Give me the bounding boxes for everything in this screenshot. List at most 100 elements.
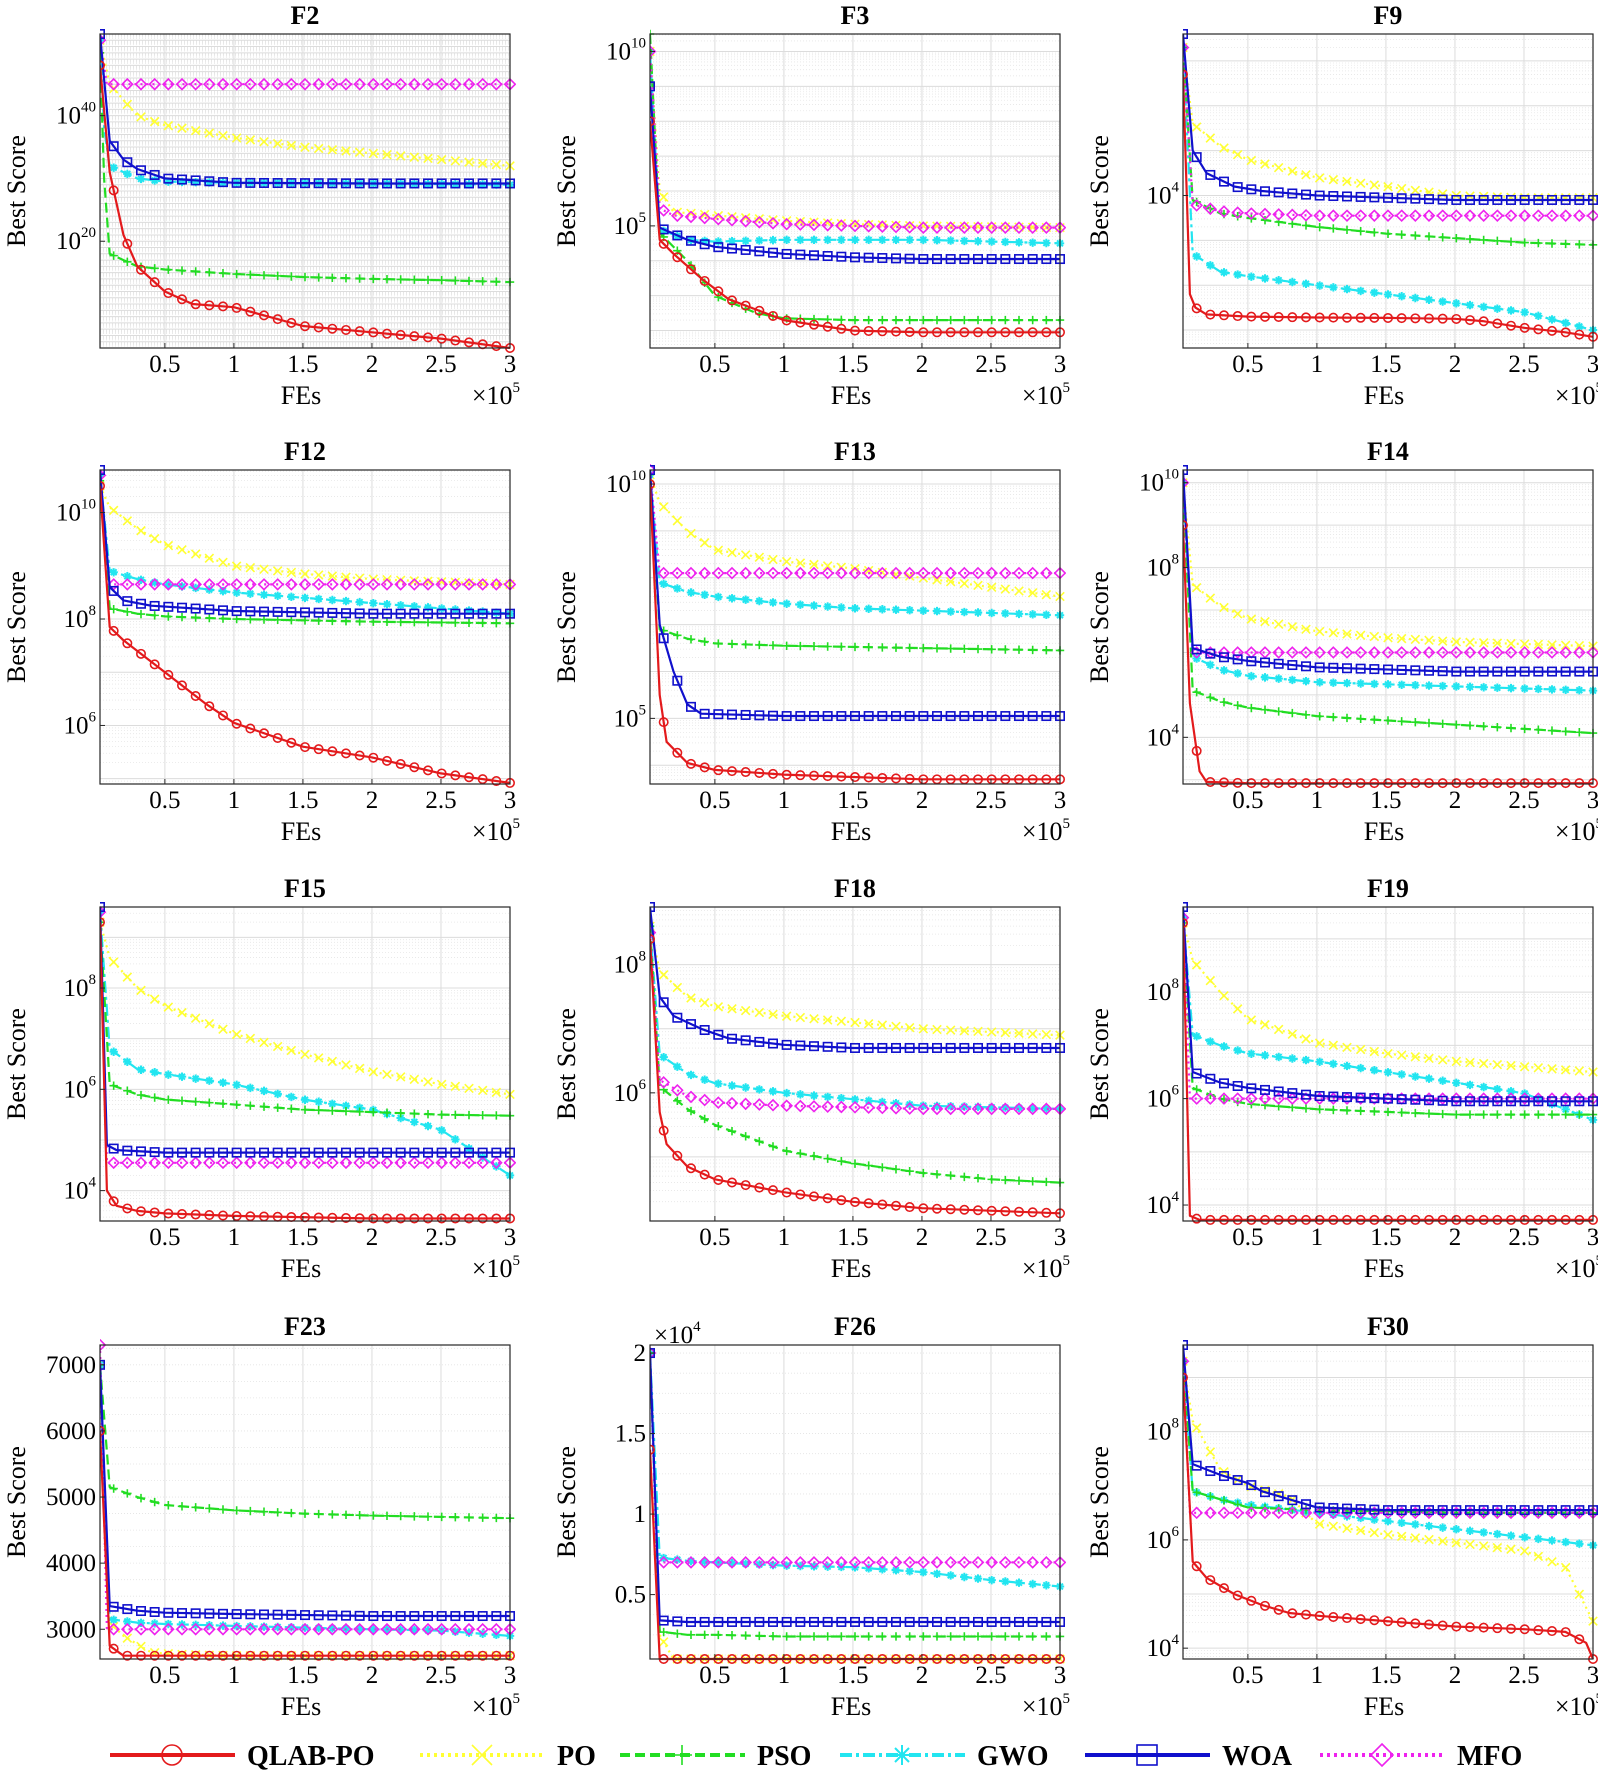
marker-star [218,586,228,596]
marker-star [1288,1054,1297,1063]
marker-diamond [1217,205,1231,218]
marker-plus [287,615,296,625]
marker-star [878,235,887,245]
marker-star [1561,685,1570,695]
marker-star [891,605,901,614]
marker-diamond [339,578,353,591]
marker-diamond [766,1098,780,1112]
marker-star [205,178,214,187]
marker-square [368,608,379,619]
marker-circle [108,625,119,636]
marker-square [395,1611,406,1622]
marker-square [258,606,269,617]
x-axis-label: FEs [831,1254,871,1283]
marker-diamond [1299,208,1313,222]
marker-star [1342,284,1352,294]
marker-square [463,1611,474,1622]
marker-diamond [203,1156,216,1170]
marker-square [272,1609,283,1620]
marker-diamond [134,1156,148,1170]
marker-x [382,1069,392,1080]
y-tick-label: 1 [634,1501,647,1528]
marker-diamond [971,221,985,234]
marker-circle [918,1203,929,1214]
marker-diamond [753,1098,766,1111]
marker-diamond [889,1101,903,1115]
marker-circle [808,319,819,330]
axes-box [1182,906,1594,1222]
marker-star [1506,306,1516,315]
marker-circle [1383,1616,1394,1627]
marker-square [767,1616,778,1627]
marker-diamond [712,1096,725,1109]
marker-star [932,1569,942,1578]
marker-x [1451,1056,1462,1067]
marker-square [122,157,133,168]
marker-plus [1342,225,1352,235]
marker-star [109,163,118,172]
marker-x [1301,1034,1311,1044]
x-multiplier: ×105 [1555,816,1598,846]
marker-square [1260,1084,1271,1095]
marker-circle [1287,1214,1298,1225]
marker-x [245,562,256,573]
marker-square [1314,662,1325,673]
marker-diamond [1450,646,1463,659]
marker-plus [755,1631,764,1641]
marker-diamond [1354,646,1367,659]
marker-x [190,1013,201,1023]
marker-plus [946,644,955,653]
marker-square [1219,1078,1230,1089]
marker-star [1452,682,1461,691]
marker-square [463,608,474,619]
marker-plus [1520,1110,1529,1119]
marker-circle [122,238,133,249]
marker-square [931,1042,942,1053]
marker-diamond [985,1102,998,1116]
marker-star [1356,1063,1365,1073]
marker-x [1260,616,1270,627]
marker-x [1232,149,1243,160]
marker-diamond [698,1556,711,1569]
marker-star [1206,660,1215,670]
marker-star [700,1075,709,1084]
marker-diamond [435,1156,448,1170]
marker-diamond [848,219,862,233]
marker-x [1328,1521,1339,1531]
marker-plus [355,1107,364,1116]
marker-diamond [1190,1092,1203,1105]
marker-star [659,226,668,236]
x-axis-label: FEs [1364,1692,1404,1721]
marker-square [108,1601,119,1612]
markers-mfo [100,905,516,1170]
marker-x [1027,1029,1038,1039]
x-tick-label: 2 [1449,1224,1462,1251]
y-axis-label: Best Score [2,571,31,683]
marker-square [1560,1505,1571,1516]
marker-circle [1465,1214,1476,1225]
marker-star [1397,292,1406,301]
marker-star [1575,686,1584,695]
x-tick-label: 2 [366,1662,379,1689]
marker-x [740,1005,751,1016]
marker-circle [1519,1624,1530,1635]
marker-x [163,1002,174,1012]
marker-circle [959,327,970,338]
marker-circle [368,752,379,763]
panel-title: F30 [1367,1312,1409,1341]
marker-star [973,608,983,617]
marker-circle [672,747,683,758]
marker-x [1437,1055,1448,1065]
marker-square [163,1147,174,1158]
marker-circle [1424,778,1435,789]
marker-circle [726,766,737,777]
marker-circle [685,1163,696,1174]
marker-diamond [1409,209,1422,223]
marker-diamond [1040,566,1053,580]
marker-x [986,582,997,593]
markers-woa [1183,464,1598,677]
marker-square [713,242,724,253]
marker-plus [1506,237,1516,246]
marker-diamond [1368,646,1381,659]
